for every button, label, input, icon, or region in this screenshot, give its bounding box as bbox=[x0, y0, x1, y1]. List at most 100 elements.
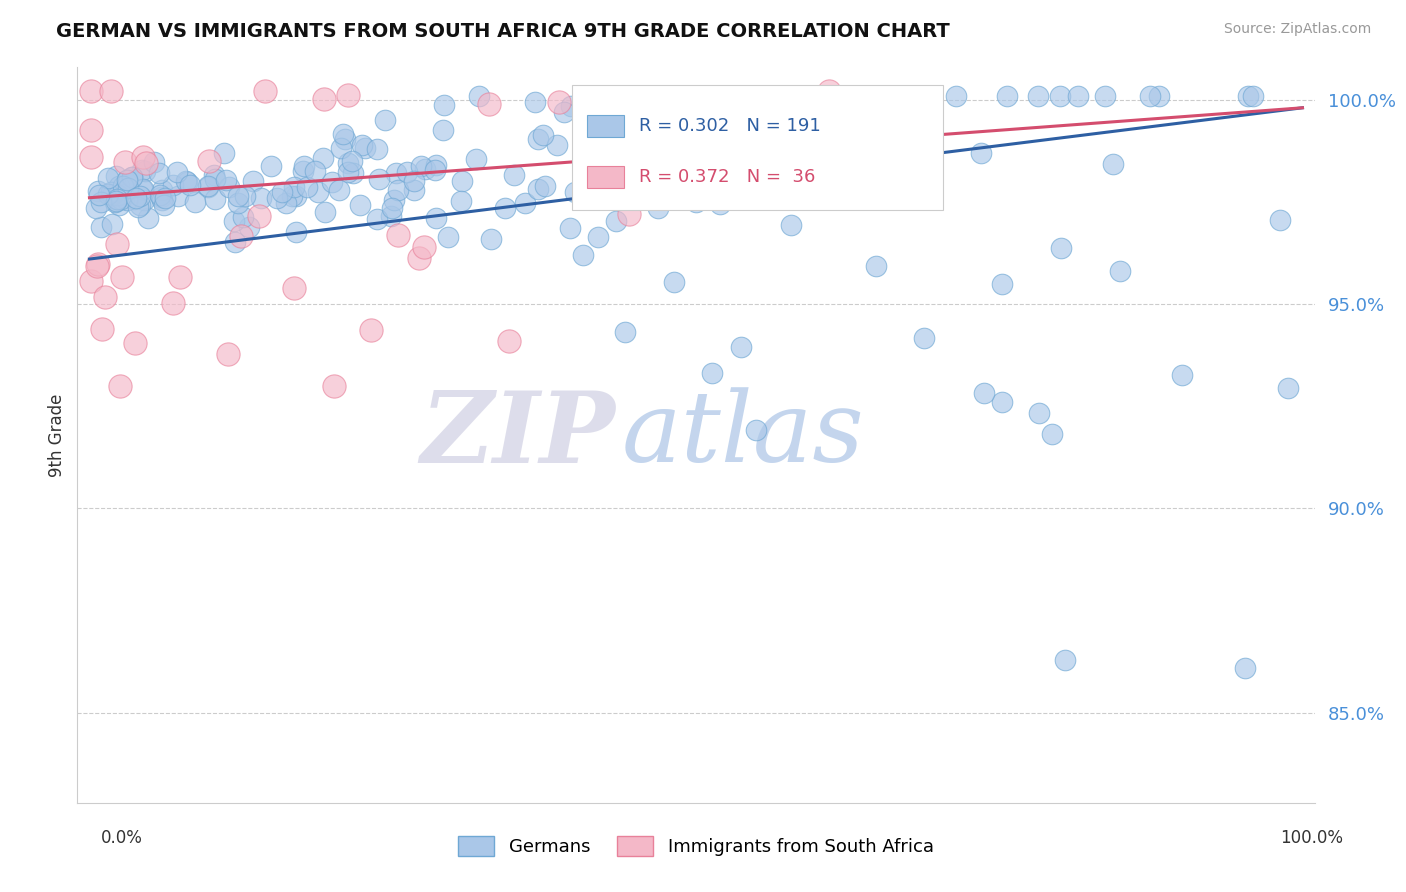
Point bbox=[132, 150, 155, 164]
Point bbox=[1054, 653, 1077, 667]
Point bbox=[360, 323, 382, 337]
Point bbox=[100, 185, 122, 199]
Point bbox=[249, 209, 271, 223]
Point bbox=[122, 193, 145, 207]
Point bbox=[90, 322, 112, 336]
Point bbox=[387, 182, 409, 196]
Point bbox=[546, 138, 568, 153]
Point bbox=[498, 334, 520, 348]
Point bbox=[413, 162, 436, 177]
Point bbox=[284, 225, 307, 239]
Point bbox=[132, 193, 155, 207]
Point bbox=[385, 166, 408, 180]
Point bbox=[111, 269, 134, 284]
Point bbox=[342, 166, 364, 180]
Point bbox=[295, 180, 318, 194]
Point bbox=[90, 220, 112, 235]
Point bbox=[494, 201, 516, 215]
Point bbox=[101, 217, 124, 231]
Point bbox=[283, 281, 305, 295]
Point bbox=[198, 153, 221, 168]
Point bbox=[94, 290, 117, 304]
Point bbox=[124, 336, 146, 351]
Point bbox=[526, 132, 548, 146]
Point bbox=[621, 107, 644, 121]
Point bbox=[793, 102, 815, 116]
Point bbox=[425, 158, 447, 172]
Point bbox=[662, 275, 685, 289]
Point bbox=[280, 189, 302, 203]
Point bbox=[134, 163, 156, 178]
Point bbox=[605, 214, 627, 228]
Point bbox=[80, 274, 103, 288]
Point bbox=[101, 188, 124, 202]
Point bbox=[105, 169, 128, 184]
Point bbox=[167, 189, 190, 203]
Point bbox=[108, 378, 131, 392]
Point bbox=[425, 211, 447, 225]
Point bbox=[865, 259, 887, 273]
Point bbox=[366, 142, 388, 156]
Point bbox=[349, 197, 371, 211]
Point bbox=[117, 194, 139, 208]
Point bbox=[150, 194, 173, 208]
Point bbox=[80, 85, 103, 99]
Point bbox=[332, 128, 354, 142]
Point bbox=[226, 189, 249, 203]
Point bbox=[380, 209, 402, 223]
Point bbox=[217, 347, 239, 361]
Point bbox=[224, 235, 246, 249]
Point bbox=[304, 164, 326, 178]
Point bbox=[143, 154, 166, 169]
Point bbox=[115, 173, 138, 187]
Point bbox=[702, 366, 724, 380]
Point bbox=[312, 92, 335, 106]
Point bbox=[80, 123, 103, 137]
Point bbox=[1171, 368, 1194, 382]
Point bbox=[127, 200, 149, 214]
Point bbox=[112, 179, 135, 194]
Point bbox=[436, 230, 458, 244]
Point bbox=[945, 88, 967, 103]
Point bbox=[433, 98, 456, 112]
Legend: Germans, Immigrants from South Africa: Germans, Immigrants from South Africa bbox=[451, 829, 941, 863]
Point bbox=[97, 170, 120, 185]
Point bbox=[572, 248, 595, 262]
Point bbox=[997, 88, 1019, 103]
Point bbox=[479, 231, 502, 245]
Point bbox=[586, 88, 609, 103]
Point bbox=[602, 134, 624, 148]
Point bbox=[1101, 157, 1123, 171]
Text: atlas: atlas bbox=[621, 387, 865, 483]
Point bbox=[468, 88, 491, 103]
Point bbox=[1237, 88, 1260, 103]
Point bbox=[374, 112, 396, 127]
Point bbox=[367, 172, 389, 186]
Point bbox=[235, 188, 257, 202]
Point bbox=[1026, 88, 1049, 103]
Point bbox=[307, 185, 329, 199]
Point bbox=[678, 180, 700, 194]
Point bbox=[382, 193, 405, 207]
Point bbox=[84, 202, 107, 216]
Point bbox=[128, 189, 150, 203]
Point bbox=[1241, 88, 1264, 103]
Point bbox=[105, 192, 128, 206]
Point bbox=[395, 165, 418, 179]
Point bbox=[149, 190, 172, 204]
Point bbox=[330, 141, 353, 155]
Point bbox=[553, 104, 575, 119]
Point bbox=[564, 185, 586, 199]
Point bbox=[852, 186, 875, 200]
Point bbox=[425, 163, 447, 178]
Point bbox=[619, 184, 641, 198]
Point bbox=[131, 182, 153, 196]
Point bbox=[274, 196, 297, 211]
Point bbox=[1268, 212, 1291, 227]
Point bbox=[128, 198, 150, 212]
Point bbox=[336, 156, 359, 170]
Point bbox=[117, 181, 139, 195]
Point bbox=[1234, 661, 1257, 675]
Point bbox=[779, 88, 801, 103]
Point bbox=[232, 211, 254, 225]
